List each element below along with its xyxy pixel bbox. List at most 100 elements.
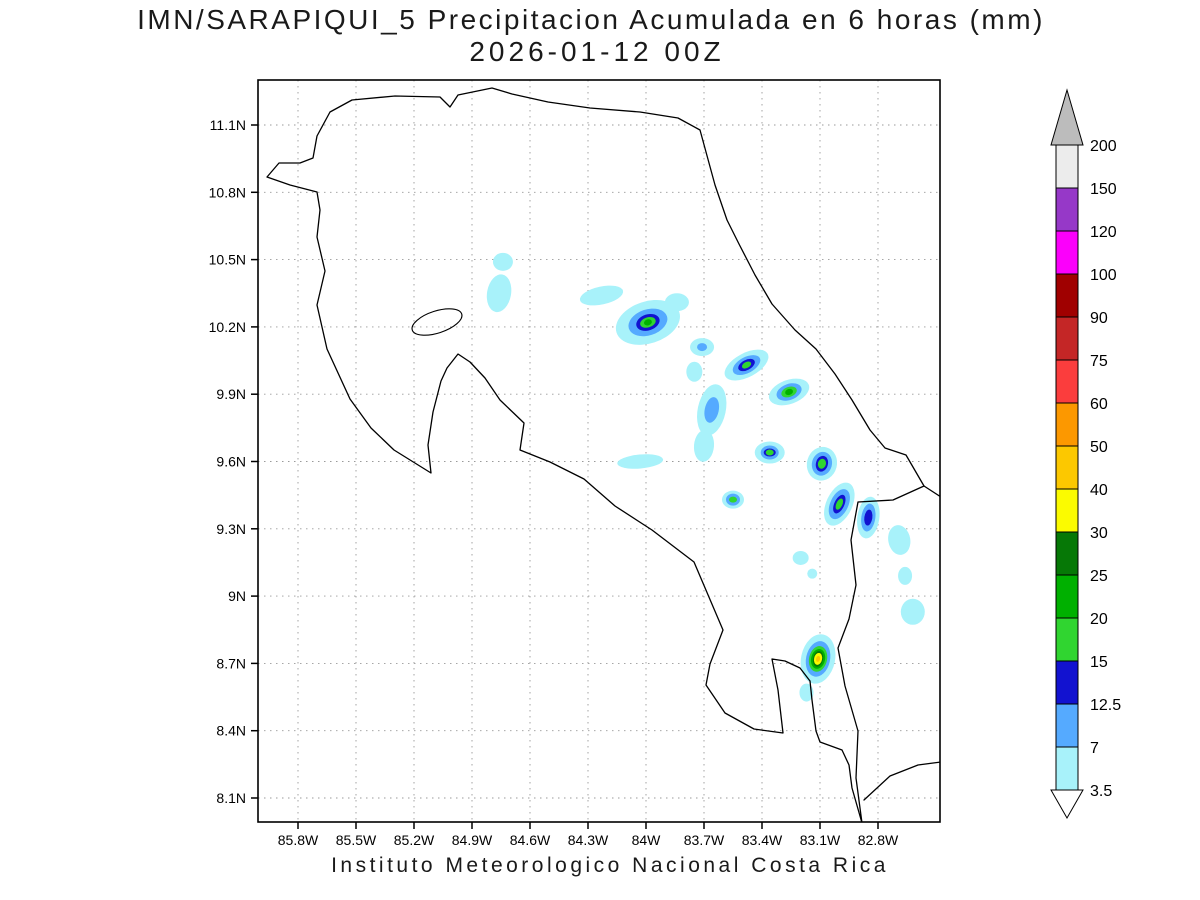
precip-contour-level-3.5 [492, 252, 513, 271]
lat-tick-label: 9.9N [216, 386, 246, 402]
precip-cell [806, 446, 838, 481]
precipitation-shading [486, 252, 925, 702]
precip-contour-level-15 [817, 458, 827, 469]
grid-lines [258, 80, 940, 822]
precip-cell [807, 568, 818, 579]
lon-tick-label: 85.5W [336, 832, 377, 848]
colorbar-label: 75 [1090, 353, 1108, 370]
colorbar-segment [1055, 531, 1079, 576]
lon-tick-label: 84.9W [452, 832, 493, 848]
precip-contour-level-3.5 [693, 429, 715, 462]
precip-contour-level-15 [728, 496, 737, 503]
colorbar-arrow-top [1050, 88, 1084, 146]
lat-tick-label: 8.1N [216, 790, 246, 806]
precip-contour-level-3.5 [900, 598, 925, 625]
colorbar-segment [1055, 402, 1079, 447]
axis-tick-labels: 85.8W 85.5W 85.2W 84.9W 84.6W 84.3W 84W 83.7W 83… [209, 117, 899, 848]
colorbar-label: 100 [1090, 267, 1117, 284]
precip-cell [686, 361, 703, 382]
precip-cell [888, 525, 911, 555]
precip-contour-level-20 [644, 319, 652, 326]
precip-cell [693, 429, 715, 462]
precip-cell [900, 598, 925, 625]
precip-cell [754, 441, 785, 464]
colorbar-segment [1055, 273, 1079, 318]
colorbar-label: 15 [1090, 654, 1108, 671]
precip-cell [721, 490, 744, 509]
precip-contour-level-3.5 [686, 361, 703, 382]
lat-tick-label: 9N [228, 588, 246, 604]
precip-cell [615, 299, 680, 345]
colorbar-label: 40 [1090, 482, 1108, 499]
precip-cell [824, 482, 855, 526]
precip-contour-level-7 [704, 397, 720, 423]
lat-tick-label: 11.1N [210, 117, 246, 133]
precip-cell [800, 634, 836, 684]
colorbar-segment [1055, 230, 1079, 275]
colorbar-segment [1055, 703, 1079, 748]
precip-contour-level-15 [765, 449, 774, 456]
precip-cell [799, 683, 814, 702]
precip-contour-level-20 [785, 388, 793, 396]
lat-tick-label: 9.6N [216, 454, 246, 470]
precip-contour-level-3.5 [799, 683, 814, 702]
lon-tick-label: 82.8W [858, 832, 899, 848]
chart-title: IMN/SARAPIQUI_5 Precipitacion Acumulada … [137, 4, 1045, 35]
precip-contour-level-40 [816, 655, 821, 662]
colorbar-label: 200 [1090, 138, 1117, 155]
colorbar-label: 3.5 [1090, 783, 1112, 800]
precip-cell [792, 550, 809, 565]
precip-contour-level-3.5 [888, 525, 911, 555]
colorbar-segment [1055, 187, 1079, 232]
colorbar-segment [1055, 660, 1079, 705]
lon-tick-label: 85.8W [278, 832, 319, 848]
lon-tick-label: 84W [632, 832, 662, 848]
lon-tick-label: 83.1W [800, 832, 841, 848]
precip-contour-level-3.5 [617, 454, 664, 469]
panama-caribbean-coast [923, 485, 940, 498]
precip-contour-level-15 [835, 498, 844, 510]
precip-contour-level-12.5 [864, 509, 873, 526]
colorbar-label: 25 [1090, 568, 1108, 585]
lat-tick-label: 9.3N [216, 521, 246, 537]
precip-cell [857, 496, 880, 539]
lon-tick-label: 85.2W [394, 832, 435, 848]
colorbar-label: 30 [1090, 525, 1108, 542]
colorbar-label: 20 [1090, 611, 1108, 628]
precip-cell [768, 378, 810, 406]
colorbar-label: 12.5 [1090, 697, 1121, 714]
colorbar-segment [1055, 488, 1079, 533]
precip-cell [690, 338, 715, 357]
lat-tick-label: 10.2N [209, 319, 246, 335]
lon-tick-label: 84.3W [568, 832, 609, 848]
map-outlines [266, 87, 940, 822]
map-frame [257, 79, 941, 823]
lon-tick-label: 84.6W [510, 832, 551, 848]
precip-contour-level-3.5 [579, 285, 624, 306]
chart-valid-time: 2026-01-12 00Z [469, 36, 725, 67]
lon-tick-label: 83.4W [742, 832, 783, 848]
precip-cell [664, 293, 689, 312]
lon-tick-label: 83.7W [684, 832, 725, 848]
precip-contour-level-3.5 [807, 568, 818, 579]
precip-cell [898, 566, 913, 585]
precip-cell [579, 285, 624, 306]
footer-caption: Instituto Meteorologico Nacional Costa R… [331, 854, 889, 877]
colorbar-segment [1055, 316, 1079, 361]
lake-arenal-outline [411, 308, 463, 336]
axis-ticks [251, 124, 879, 829]
precip-contour-level-3.5 [664, 293, 689, 312]
colorbar-label: 90 [1090, 310, 1108, 327]
panama-pacific-coast [863, 761, 940, 801]
precip-cell [492, 252, 513, 271]
colorbar-label: 150 [1090, 181, 1117, 198]
lat-tick-label: 8.7N [216, 655, 246, 671]
precip-contour-level-7 [697, 343, 708, 352]
precip-cell [617, 454, 664, 469]
colorbar: 200 150 120 100 90 75 60 50 40 30 25 20 15 12.5 7 3.5 [1050, 88, 1121, 820]
colorbar-segment [1055, 574, 1079, 619]
precip-contour-level-3.5 [898, 566, 913, 585]
lat-tick-label: 8.4N [216, 723, 246, 739]
